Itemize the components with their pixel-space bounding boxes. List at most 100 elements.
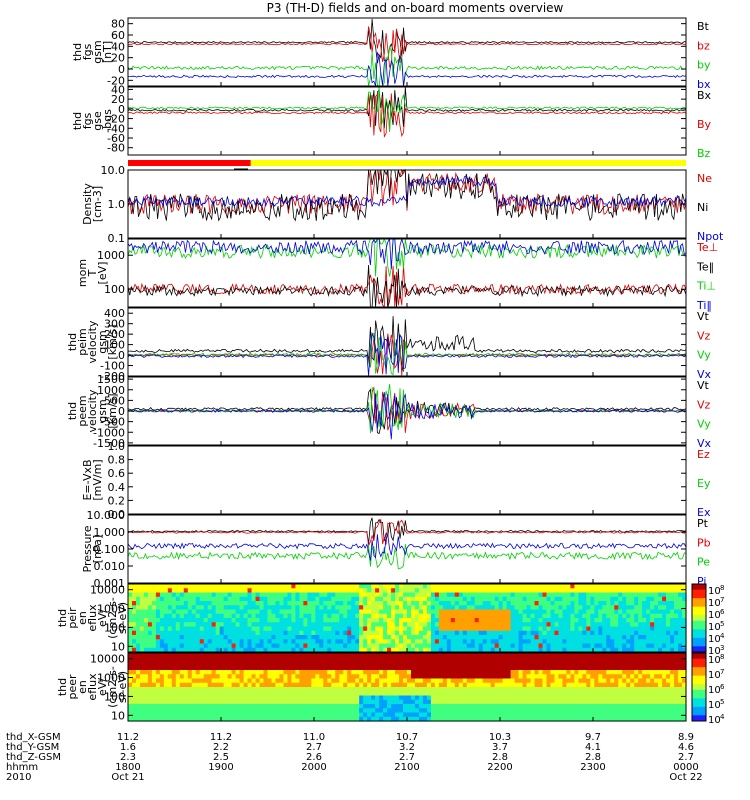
colorbar-label: 10 bbox=[708, 586, 721, 597]
series-temperature-0 bbox=[127, 263, 687, 309]
mode-bar-yellow bbox=[250, 160, 686, 166]
series-pressure-3 bbox=[127, 533, 687, 561]
ytick-label: -500 bbox=[100, 416, 125, 429]
ephem-value: 2300 bbox=[580, 762, 605, 773]
legend-peim_velocity: Vt bbox=[697, 310, 710, 323]
ylabel-line: (cm2-s- bbox=[106, 666, 119, 708]
legend-efield: Ey bbox=[697, 477, 711, 490]
ephem-value: 1.6 bbox=[120, 742, 136, 753]
legend-fgs_gse: By bbox=[697, 118, 712, 131]
ytick-label: 10.0 bbox=[101, 164, 126, 177]
ephem-value: 0000 bbox=[673, 762, 698, 773]
ytick-label: -20 bbox=[107, 113, 125, 126]
ytick-label: 10 bbox=[111, 640, 125, 653]
ytick-label: -100 bbox=[100, 360, 125, 373]
ytick-label: 0.2 bbox=[108, 494, 126, 507]
ytick-label: -40 bbox=[107, 122, 125, 135]
colorbar-label: 10 bbox=[708, 670, 721, 681]
series-peem_velocity-3 bbox=[127, 392, 687, 440]
ytick-label: 20 bbox=[111, 52, 125, 65]
ephem-value: Oct 22 bbox=[669, 772, 702, 783]
ytick-label: 1000 bbox=[97, 384, 125, 397]
ephem-value: 3.7 bbox=[492, 742, 508, 753]
ylabel-line: [cm-3] bbox=[91, 186, 104, 222]
legend-peim_velocity: Vy bbox=[697, 349, 711, 362]
ytick-label: 400 bbox=[104, 307, 125, 320]
ylabel-line: mom bbox=[76, 259, 89, 287]
series-pressure-0 bbox=[127, 517, 687, 545]
legend-temperature: Te⊥ bbox=[696, 241, 718, 254]
ephemeris-table: thd_X-GSM 11.2 11.2 11.0 10.7 10.3 9.7 8.9 thd_Y… bbox=[6, 732, 703, 783]
legend-temperature: Te‖ bbox=[696, 260, 714, 273]
ephem-label: 2010 bbox=[6, 772, 31, 783]
ephem-value: 2.2 bbox=[213, 742, 229, 753]
series-peim_velocity-0 bbox=[128, 316, 687, 372]
ylabel-line: gsm bbox=[96, 330, 109, 353]
series-fgs_gsm-0 bbox=[127, 18, 687, 64]
ytick-label: 1500 bbox=[97, 373, 125, 386]
series-density-2 bbox=[127, 175, 687, 208]
legend-temperature: Ti⊥ bbox=[696, 280, 716, 293]
colorbar-exponent: 4 bbox=[720, 632, 725, 640]
legend-pressure: Pb bbox=[697, 536, 711, 549]
legend-peem_velocity: Vy bbox=[697, 418, 711, 431]
ytick-label: -1000 bbox=[93, 426, 125, 439]
ytick-label: 100 bbox=[104, 621, 125, 634]
colorbar-exponent: 5 bbox=[720, 698, 724, 706]
frame-fgs_gse bbox=[127, 86, 687, 156]
ytick-label: 1000 bbox=[97, 672, 125, 685]
series-fgs_gsm-3 bbox=[127, 51, 687, 87]
ytick-label: 1000 bbox=[97, 249, 125, 262]
colorbar-label: 10 bbox=[708, 655, 721, 666]
ytick-label: 10000 bbox=[90, 653, 125, 666]
ytick-label: 0.010 bbox=[94, 560, 126, 573]
ephem-value: 2.3 bbox=[120, 752, 136, 763]
ephem-value: 10.3 bbox=[489, 732, 511, 743]
mode-bar-red bbox=[128, 160, 251, 166]
ytick-label: 80 bbox=[111, 18, 125, 31]
ephem-value: 1800 bbox=[115, 762, 140, 773]
spectrogram-peer_eflux bbox=[128, 653, 687, 722]
legend-fgs_gsm: Bt bbox=[697, 20, 710, 33]
ylabel-density: Density[cm-3] bbox=[81, 183, 104, 225]
legend-density: Npot bbox=[697, 230, 724, 243]
figure-title: P3 (TH-D) fields and on-board moments ov… bbox=[267, 1, 564, 15]
ephem-value: 4.6 bbox=[678, 742, 694, 753]
series-fgs_gsm-2 bbox=[127, 45, 687, 88]
ylabel-line: thd bbox=[56, 609, 69, 627]
legend-pressure: Pt bbox=[697, 517, 709, 530]
ephem-value: 2.7 bbox=[678, 752, 694, 763]
ylabel-line: [km/s] bbox=[106, 324, 119, 359]
ylabel-line: (cm2-s- bbox=[106, 597, 119, 639]
series-peim_velocity-3 bbox=[127, 331, 687, 377]
ylabel-line: peem bbox=[76, 395, 89, 426]
colorbar-exponent: 4 bbox=[720, 713, 725, 721]
ephem-value: 11.2 bbox=[117, 732, 139, 743]
ephem-value: Oct 21 bbox=[111, 772, 144, 783]
ytick-label: 0 bbox=[118, 349, 125, 362]
ylabel-line: peir bbox=[66, 607, 79, 629]
ephem-value: 1900 bbox=[208, 762, 233, 773]
legend-density: Ne bbox=[697, 172, 712, 185]
mode-bar bbox=[128, 160, 686, 170]
ephem-value: 4.1 bbox=[585, 742, 601, 753]
legend-fgs_gse: Bx bbox=[697, 89, 712, 102]
ytick-label: 40 bbox=[111, 83, 125, 96]
ytick-label: -20 bbox=[107, 74, 125, 87]
ytick-label: 0.0 bbox=[108, 508, 126, 521]
colorbar-label: 10 bbox=[708, 715, 721, 726]
legend-peem_velocity: Vx bbox=[697, 437, 712, 450]
legend-peim_velocity: Vz bbox=[697, 329, 711, 342]
series-peem_velocity-0 bbox=[127, 388, 686, 435]
panel-density: 10.0 1.0 0.1 Density[cm-3] Ne Ni Npot bbox=[81, 164, 724, 245]
